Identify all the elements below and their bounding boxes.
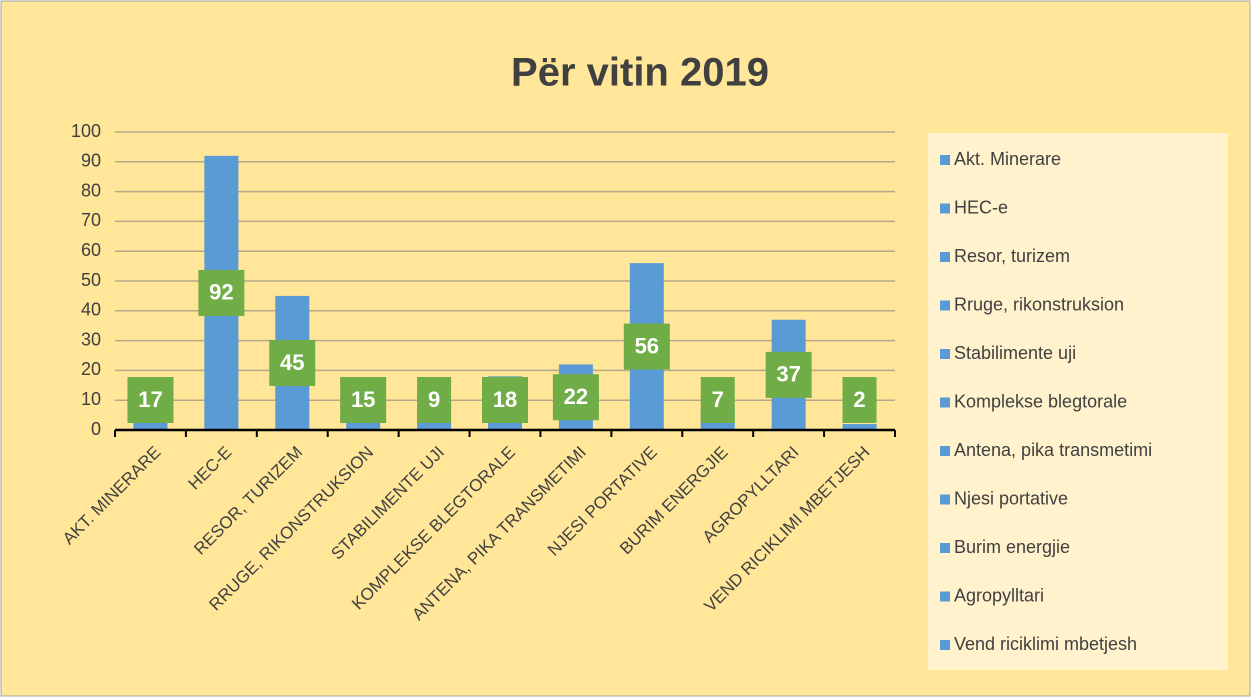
data-label-box: [269, 339, 316, 386]
y-tick-label: 40: [81, 300, 101, 320]
legend-label: HEC-e: [954, 197, 1008, 217]
data-label-box: [552, 374, 599, 421]
data-label-box: [417, 377, 452, 423]
data-label: 18: [493, 387, 517, 412]
y-tick-label: 100: [71, 121, 101, 141]
legend-marker: [940, 591, 950, 602]
data-label: 17: [138, 387, 162, 412]
y-tick-label: 70: [81, 210, 101, 230]
legend-marker: [940, 494, 950, 505]
y-tick-label: 30: [81, 329, 101, 349]
data-label: 37: [776, 362, 800, 387]
legend-box: [928, 133, 1228, 670]
data-label: 22: [564, 384, 588, 409]
chart-title: Për vitin 2019: [511, 51, 769, 95]
legend-marker: [940, 203, 950, 214]
data-label-box: [765, 351, 812, 398]
legend-marker: [940, 446, 950, 456]
legend-marker: [940, 155, 950, 165]
legend-marker: [940, 300, 950, 311]
y-tick-label: 80: [81, 180, 101, 200]
legend-marker: [940, 640, 950, 650]
legend-label: Akt. Minerare: [954, 149, 1061, 169]
legend-marker: [940, 349, 950, 359]
y-tick-label: 90: [81, 151, 101, 171]
y-tick-label: 60: [81, 240, 101, 260]
legend-marker: [940, 252, 950, 262]
data-label: 2: [853, 387, 865, 412]
y-tick-label: 0: [91, 419, 101, 439]
y-tick-label: 20: [81, 359, 101, 379]
bar: [842, 424, 877, 430]
legend-label: Resor, turizem: [954, 246, 1070, 266]
data-label-box: [842, 377, 877, 423]
data-label: 7: [712, 387, 724, 412]
data-label: 9: [428, 387, 440, 412]
data-label: 92: [209, 280, 233, 305]
y-tick-label: 50: [81, 270, 101, 290]
legend-marker: [940, 543, 950, 553]
data-label-box: [623, 323, 670, 370]
legend-label: Komplekse blegtorale: [954, 391, 1127, 411]
legend-label: Burim energjie: [954, 537, 1070, 557]
legend-label: Njesi portative: [954, 488, 1068, 508]
data-label-box: [700, 377, 735, 423]
data-label-box: [127, 377, 174, 423]
data-label: 15: [351, 387, 375, 412]
legend-label: Agropylltari: [954, 585, 1044, 605]
legend-label: Rruge, rikonstruksion: [954, 294, 1124, 314]
data-label: 45: [280, 350, 304, 375]
legend-marker: [940, 397, 950, 408]
data-label: 56: [635, 333, 659, 358]
data-label-box: [340, 377, 387, 423]
legend-label: Antena, pika transmetimi: [954, 440, 1152, 460]
y-tick-label: 10: [81, 389, 101, 409]
legend-label: Vend riciklimi mbetjesh: [954, 634, 1137, 654]
data-label-box: [482, 377, 528, 423]
data-label-box: [198, 269, 245, 316]
legend-label: Stabilimente uji: [954, 343, 1076, 363]
